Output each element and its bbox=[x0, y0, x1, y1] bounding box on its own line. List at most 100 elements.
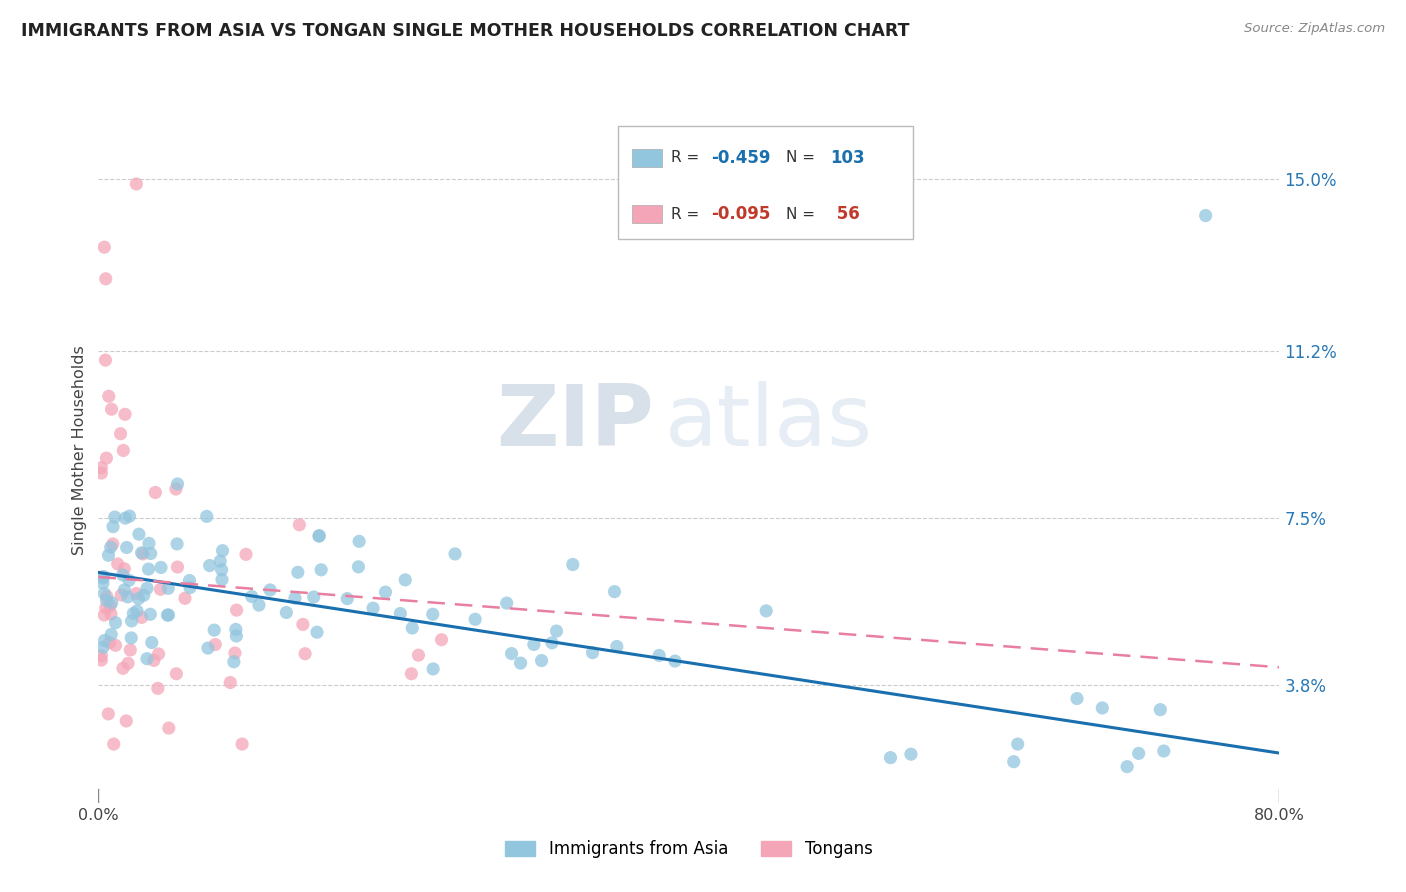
Point bbox=[110, 588, 132, 602]
Point bbox=[132, 588, 155, 602]
Point bbox=[142, 653, 165, 667]
Point bbox=[879, 750, 901, 764]
Text: -0.459: -0.459 bbox=[711, 149, 770, 167]
Point bbox=[118, 509, 141, 524]
Point bbox=[1066, 691, 1088, 706]
Point bbox=[145, 485, 167, 500]
Text: R =: R = bbox=[671, 207, 704, 222]
Point bbox=[240, 590, 263, 604]
Point bbox=[225, 623, 247, 637]
Point bbox=[93, 240, 115, 254]
Text: N =: N = bbox=[786, 207, 820, 222]
Point bbox=[90, 460, 112, 475]
Point bbox=[606, 640, 628, 654]
Point bbox=[302, 590, 325, 604]
Point bbox=[389, 607, 412, 621]
Point bbox=[195, 509, 218, 524]
Point bbox=[166, 537, 188, 551]
Point bbox=[309, 563, 332, 577]
Point bbox=[664, 654, 686, 668]
Point bbox=[122, 607, 145, 621]
Point bbox=[114, 407, 136, 421]
Point bbox=[94, 272, 117, 286]
Point bbox=[97, 389, 120, 403]
Point bbox=[361, 601, 384, 615]
Point bbox=[179, 574, 201, 588]
Point bbox=[136, 651, 159, 665]
Point bbox=[138, 562, 160, 576]
Point bbox=[401, 666, 423, 681]
Point bbox=[110, 426, 132, 441]
Point bbox=[91, 640, 114, 655]
Point bbox=[287, 566, 309, 580]
Point bbox=[202, 623, 225, 637]
Point bbox=[125, 586, 148, 600]
Point bbox=[98, 636, 121, 650]
Point bbox=[94, 600, 117, 615]
Point bbox=[114, 582, 136, 597]
Point bbox=[509, 656, 531, 670]
Point bbox=[284, 591, 307, 606]
Text: 56: 56 bbox=[831, 205, 859, 223]
Point bbox=[197, 641, 219, 656]
Bar bbox=[633, 205, 662, 223]
Point bbox=[93, 607, 115, 622]
Point bbox=[495, 596, 517, 610]
Point bbox=[288, 517, 311, 532]
Point bbox=[96, 451, 118, 466]
Point bbox=[259, 582, 281, 597]
Point bbox=[464, 612, 486, 626]
Point bbox=[97, 548, 120, 562]
Point bbox=[118, 574, 141, 588]
Point bbox=[235, 547, 257, 561]
Point bbox=[128, 591, 150, 606]
Point bbox=[149, 582, 172, 597]
Point bbox=[96, 590, 118, 604]
Point bbox=[138, 536, 160, 550]
Point bbox=[101, 519, 124, 533]
Legend: Immigrants from Asia, Tongans: Immigrants from Asia, Tongans bbox=[505, 840, 873, 858]
Point bbox=[444, 547, 467, 561]
Point bbox=[131, 546, 153, 560]
Point bbox=[603, 584, 626, 599]
Point bbox=[146, 681, 169, 696]
Point bbox=[501, 647, 523, 661]
Text: IMMIGRANTS FROM ASIA VS TONGAN SINGLE MOTHER HOUSEHOLDS CORRELATION CHART: IMMIGRANTS FROM ASIA VS TONGAN SINGLE MO… bbox=[21, 22, 910, 40]
Point bbox=[117, 590, 139, 604]
Point bbox=[308, 528, 330, 542]
Point bbox=[107, 557, 129, 571]
Point bbox=[1128, 747, 1150, 761]
Point bbox=[131, 610, 153, 624]
Point bbox=[115, 714, 138, 728]
Point bbox=[96, 593, 118, 607]
Point bbox=[100, 541, 122, 555]
Point bbox=[90, 648, 112, 663]
Point bbox=[1116, 759, 1139, 773]
Point bbox=[900, 747, 922, 762]
Bar bbox=[633, 149, 662, 167]
Point bbox=[530, 654, 553, 668]
Point bbox=[1149, 703, 1171, 717]
Point bbox=[157, 607, 180, 622]
Point bbox=[111, 568, 134, 582]
Text: atlas: atlas bbox=[665, 381, 873, 464]
Point bbox=[247, 598, 270, 612]
Point bbox=[139, 546, 162, 560]
Point bbox=[100, 607, 122, 622]
FancyBboxPatch shape bbox=[619, 127, 914, 239]
Point bbox=[101, 537, 124, 551]
Point bbox=[1002, 755, 1025, 769]
Point bbox=[523, 637, 546, 651]
Point bbox=[1091, 701, 1114, 715]
Point bbox=[136, 581, 159, 595]
Point bbox=[422, 607, 444, 622]
Point bbox=[225, 603, 247, 617]
Point bbox=[1153, 744, 1175, 758]
Text: Source: ZipAtlas.com: Source: ZipAtlas.com bbox=[1244, 22, 1385, 36]
Point bbox=[114, 511, 136, 525]
Point bbox=[125, 604, 148, 618]
Point bbox=[211, 543, 233, 558]
Point bbox=[308, 529, 330, 543]
Point bbox=[148, 647, 170, 661]
Point bbox=[90, 653, 112, 667]
